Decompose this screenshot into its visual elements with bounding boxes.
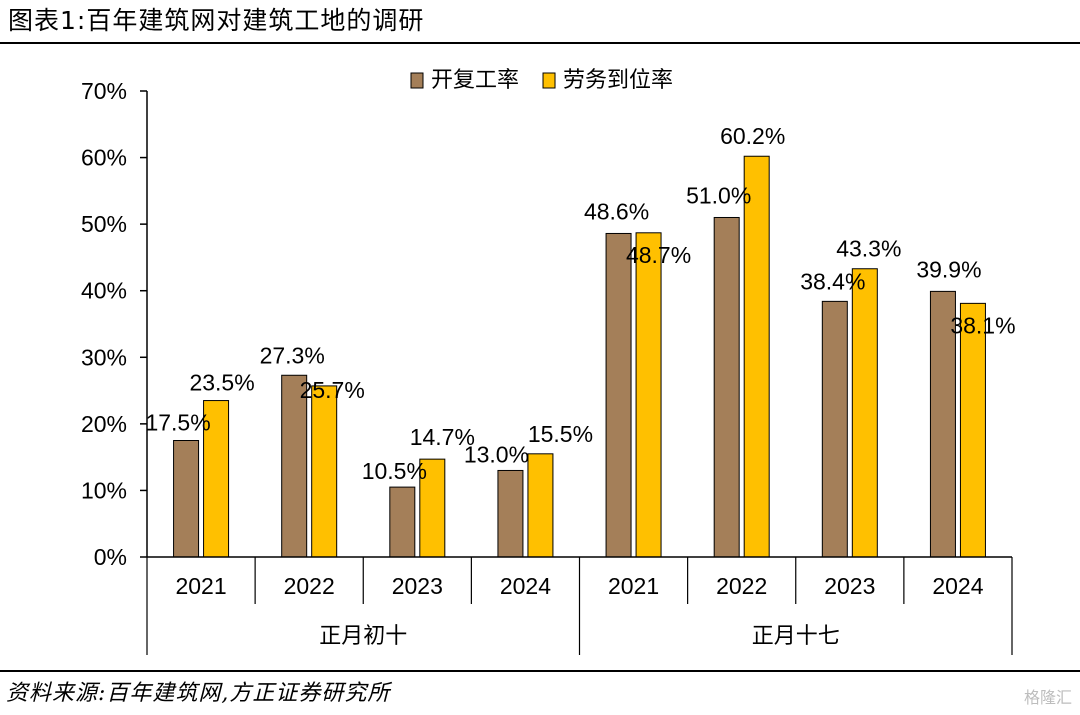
data-label-laowudaoweilv: 43.3% <box>836 236 901 262</box>
y-tick-label: 40% <box>81 278 127 304</box>
bar-kaifugonglv <box>497 469 524 558</box>
data-label-laowudaoweilv: 25.7% <box>300 377 365 403</box>
x-group-label: 正月初十 <box>319 624 407 649</box>
y-axis: 0% 10% 20% 30% 40% 50% 60% 70% <box>81 78 148 570</box>
x-group-label: 正月十七 <box>752 624 840 649</box>
legend-label: 劳务到位率 <box>563 68 673 93</box>
bar-laowudaoweilv <box>527 453 554 558</box>
bar-laowudaoweilv <box>743 155 770 558</box>
bar-laowudaoweilv <box>635 232 662 558</box>
y-tick-label: 70% <box>81 78 127 104</box>
bar-laowudaoweilv <box>311 385 338 558</box>
legend-label: 开复工率 <box>431 68 519 93</box>
bar-chart: 0% 10% 20% 30% 40% 50% 60% 70% 17.5% 23.5%27.3% 2… <box>81 68 1016 655</box>
bar-kaifugonglv <box>929 290 956 558</box>
x-category-label: 2024 <box>932 573 983 599</box>
data-label-kaifugonglv: 51.0% <box>686 182 751 208</box>
bars <box>173 155 986 558</box>
bar-kaifugonglv <box>173 440 200 558</box>
bottom-rule <box>0 670 1080 672</box>
bar-laowudaoweilv <box>419 458 446 558</box>
data-label-kaifugonglv: 48.6% <box>584 198 649 224</box>
legend: 开复工率 劳务到位率 <box>410 68 673 93</box>
data-label-kaifugonglv: 10.5% <box>362 458 427 484</box>
bar-laowudaoweilv <box>959 302 986 558</box>
y-tick-label: 60% <box>81 145 127 171</box>
data-label-kaifugonglv: 13.0% <box>464 441 529 467</box>
bar-kaifugonglv <box>281 374 308 558</box>
y-tick-label: 0% <box>94 544 127 570</box>
data-label-laowudaoweilv: 23.5% <box>189 370 254 396</box>
y-tick-label: 30% <box>81 344 127 370</box>
data-label-laowudaoweilv: 48.7% <box>626 242 691 268</box>
figure-title: 图表1:百年建筑网对建筑工地的调研 <box>8 6 425 35</box>
data-label-kaifugonglv: 17.5% <box>145 410 210 436</box>
data-label-laowudaoweilv: 14.7% <box>410 424 475 450</box>
bar-laowudaoweilv <box>203 400 230 558</box>
data-label-kaifugonglv: 27.3% <box>260 342 325 368</box>
y-tick-label: 20% <box>81 411 127 437</box>
data-labels: 17.5% 23.5%27.3% 25.7% 10.5% 14.7%13.0%15.5%… <box>145 123 1015 484</box>
bar-laowudaoweilv <box>851 268 878 558</box>
data-label-laowudaoweilv: 15.5% <box>528 421 593 447</box>
watermark-logo: 格隆汇 <box>1023 688 1072 707</box>
bar-kaifugonglv <box>389 486 416 558</box>
x-axis: 2021 2022 2023 2024 2021 2022 2023 2024 正月初十 正月十七 <box>146 556 1013 655</box>
x-category-label: 2023 <box>392 573 443 599</box>
source-note: 资料来源:百年建筑网,方正证券研究所 <box>6 681 391 706</box>
x-category-label: 2024 <box>500 573 551 599</box>
x-category-label: 2021 <box>175 573 226 599</box>
legend-swatch <box>542 72 556 89</box>
bar-kaifugonglv <box>821 300 848 558</box>
top-rule <box>0 42 1080 44</box>
y-tick-label: 50% <box>81 211 127 237</box>
y-tick-label: 10% <box>81 477 127 503</box>
data-label-laowudaoweilv: 38.1% <box>950 312 1015 338</box>
x-category-label: 2021 <box>608 573 659 599</box>
x-category-label: 2022 <box>284 573 335 599</box>
x-category-label: 2022 <box>716 573 767 599</box>
data-label-kaifugonglv: 39.9% <box>916 256 981 282</box>
bar-kaifugonglv <box>605 232 632 558</box>
x-category-label: 2023 <box>824 573 875 599</box>
data-label-laowudaoweilv: 60.2% <box>720 123 785 149</box>
legend-swatch <box>410 72 424 89</box>
data-label-kaifugonglv: 38.4% <box>800 268 865 294</box>
bar-kaifugonglv <box>713 216 740 558</box>
